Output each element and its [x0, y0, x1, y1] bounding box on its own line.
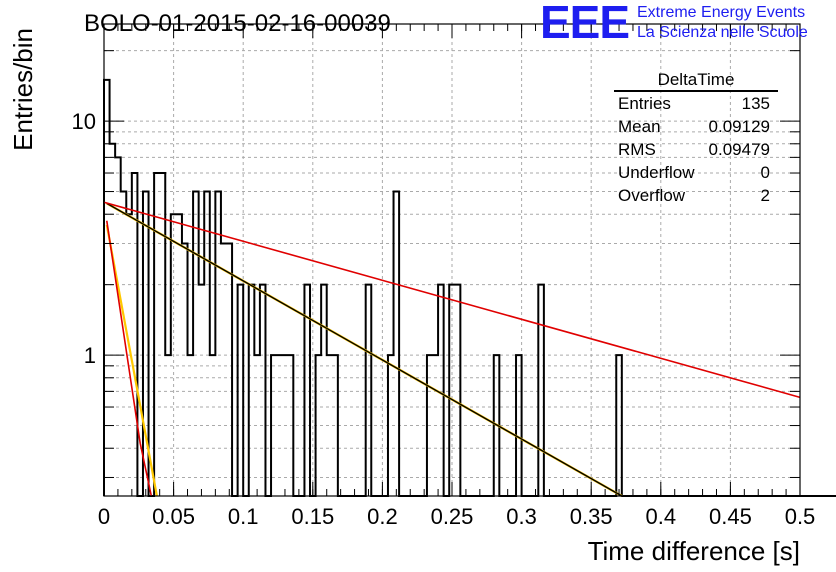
x-axis-label: Time difference [s]	[588, 536, 800, 566]
stats-row-mean: Mean 0.09129	[610, 115, 778, 138]
x-axis-ticks: 0 0.05 0.1 0.15 0.2 0.25 0.3 0.35 0.4 0.45 0.5	[98, 24, 815, 529]
x-tick-label: 0.2	[367, 504, 398, 529]
eee-logo: EEE Extreme Energy Events La Scienza nel…	[540, 0, 830, 48]
stats-value: 135	[741, 94, 770, 113]
logo-tagline-2: La Scienza nelle Scuole	[637, 24, 808, 41]
run-title: BOLO-01-2015-02-16-00039	[84, 10, 391, 37]
x-tick-label: 0.15	[291, 504, 334, 529]
stats-label: RMS	[618, 140, 656, 159]
stats-row-entries: Entries 135	[610, 92, 778, 115]
y-tick-label: 1	[84, 343, 96, 368]
x-tick-label: 0.05	[152, 504, 195, 529]
fit-line	[106, 202, 623, 497]
fit-lines	[103, 201, 801, 498]
stats-row-underflow: Underflow 0	[610, 161, 778, 184]
x-tick-label: 0.3	[506, 504, 537, 529]
stats-label: Overflow	[618, 186, 686, 205]
stats-box: DeltaTime Entries 135 Mean 0.09129 RMS 0…	[610, 70, 778, 207]
x-tick-label: 0	[98, 504, 110, 529]
x-tick-label: 0.25	[431, 504, 474, 529]
stats-value: 0.09129	[708, 117, 770, 136]
stats-label: Entries	[618, 94, 671, 113]
y-axis-ticks: 1 10	[72, 50, 800, 478]
x-tick-label: 0.35	[570, 504, 613, 529]
y-axis-label: Entries/bin	[8, 28, 38, 151]
stats-value: 2	[760, 186, 770, 205]
stats-value: 0	[760, 163, 770, 182]
x-tick-label: 0.5	[785, 504, 816, 529]
y-tick-label: 10	[72, 109, 96, 134]
fit-line	[105, 220, 153, 497]
stats-label: Mean	[618, 117, 661, 136]
stats-row-overflow: Overflow 2	[610, 184, 778, 207]
logo-tagline-1: Extreme Energy Events	[637, 4, 806, 21]
stats-label: Underflow	[618, 163, 695, 182]
stats-row-rms: RMS 0.09479	[610, 138, 778, 161]
logo-mark: EEE	[540, 0, 630, 48]
stats-title: DeltaTime	[614, 70, 778, 92]
fit-line	[105, 224, 158, 497]
x-tick-label: 0.1	[228, 504, 259, 529]
stats-value: 0.09479	[708, 140, 770, 159]
x-tick-label: 0.45	[709, 504, 752, 529]
x-tick-label: 0.4	[646, 504, 677, 529]
fit-line	[103, 201, 801, 399]
